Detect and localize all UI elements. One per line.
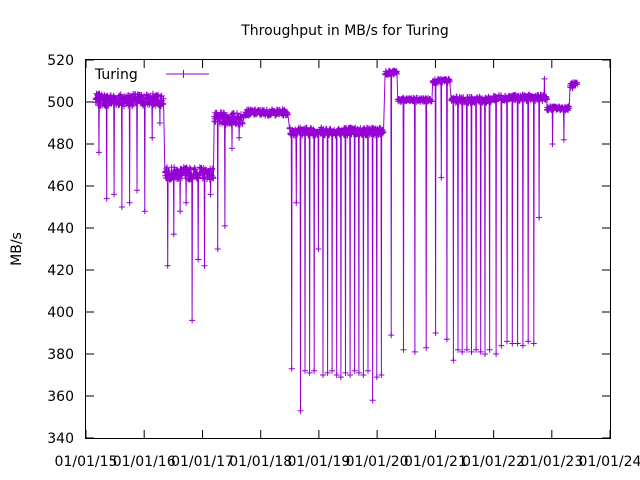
x-tick-label: 01/01/22	[462, 454, 525, 470]
y-tick-label: 340	[47, 431, 74, 447]
x-tick-label: 01/01/20	[346, 454, 409, 470]
x-tick-label: 01/01/19	[287, 454, 350, 470]
y-tick-label: 400	[47, 305, 74, 321]
x-tick-label: 01/01/17	[171, 454, 234, 470]
y-tick-label: 440	[47, 221, 74, 237]
x-tick-label: 01/01/23	[520, 454, 583, 470]
x-tick-label: 01/01/24	[579, 454, 640, 470]
y-tick-label: 460	[47, 179, 74, 195]
y-axis-label-group: MB/s	[9, 232, 25, 266]
x-tick-label: 01/01/16	[113, 454, 176, 470]
y-tick-label: 380	[47, 347, 74, 363]
plot-frame	[85, 59, 611, 439]
y-tick-label: 360	[47, 389, 74, 405]
x-tick-label: 01/01/15	[55, 454, 118, 470]
series-point-markers-turing	[92, 67, 581, 414]
series-layer	[92, 67, 581, 414]
legend: Turing	[94, 67, 209, 83]
legend-point-marker	[179, 70, 188, 78]
series-line-turing	[94, 69, 578, 411]
y-tick-label: 420	[47, 263, 74, 279]
x-tick-label: 01/01/18	[229, 454, 292, 470]
x-axis-ticks: 01/01/1501/01/1601/01/1701/01/1801/01/19…	[55, 60, 640, 470]
y-axis-ticks: 340 360 380 400 420 440 460 480 500 520	[47, 53, 610, 447]
chart-title: Throughput in MB/s for Turing	[240, 23, 449, 39]
y-tick-label: 500	[47, 95, 74, 111]
legend-label-turing: Turing	[94, 67, 138, 83]
x-tick-label: 01/01/21	[404, 454, 467, 470]
y-tick-label: 480	[47, 137, 74, 153]
y-tick-label: 520	[47, 53, 74, 69]
y-axis-label: MB/s	[9, 232, 25, 266]
